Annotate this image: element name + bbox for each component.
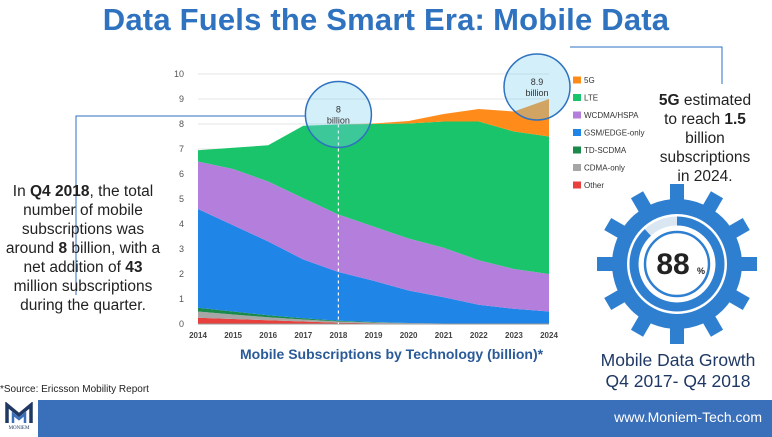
y-tick-label: 6	[179, 169, 184, 179]
5g-callout: 5G estimated to reach 1.5 billion subscr…	[658, 92, 752, 185]
area-other	[198, 317, 549, 324]
logo-mark-icon	[5, 402, 33, 423]
annotation-value: 8.9	[531, 77, 544, 87]
legend-swatch	[573, 129, 581, 136]
footer-bar	[0, 400, 772, 437]
area-cdma-only	[198, 311, 549, 324]
y-tick-label: 7	[179, 144, 184, 154]
legend-swatch	[573, 76, 581, 84]
x-tick-label: 2016	[259, 331, 277, 340]
x-tick-label: 2022	[470, 331, 488, 340]
gear-tooth	[670, 324, 684, 344]
annotation-unit: billion	[327, 116, 350, 126]
annotation-value: 8	[336, 105, 341, 115]
x-tick-label: 2015	[224, 331, 242, 340]
x-tick-label: 2020	[400, 331, 418, 340]
y-tick-label: 2	[179, 269, 184, 279]
x-tick-label: 2021	[435, 331, 453, 340]
legend-label: GSM/EDGE-only	[584, 129, 644, 138]
x-tick-label: 2017	[294, 331, 312, 340]
gauge-value: 88	[656, 248, 689, 281]
x-tick-label: 2024	[540, 331, 558, 340]
chart-caption: Mobile Subscriptions by Technology (bill…	[240, 346, 544, 362]
legend-swatch	[573, 146, 581, 154]
right-connector-line	[570, 46, 723, 84]
gear-tooth	[670, 184, 684, 204]
left-connector-line	[75, 115, 306, 295]
gauge-progress	[629, 216, 725, 312]
chart-areas	[198, 99, 549, 324]
website-link[interactable]: www.Moniem-Tech.com	[614, 409, 762, 425]
x-tick-label: 2019	[365, 331, 383, 340]
area-5g	[198, 99, 549, 151]
y-tick-label: 0	[179, 319, 184, 329]
x-tick-label: 2018	[330, 331, 348, 340]
legend-label: Other	[584, 181, 604, 190]
x-tick-label: 2014	[189, 331, 207, 340]
q4-2018-callout: In Q4 2018, the total number of mobile s…	[5, 183, 161, 314]
legend-swatch	[573, 181, 581, 189]
annotation-unit: billion	[525, 88, 548, 98]
x-tick-label: 2023	[505, 331, 523, 340]
gauge-center	[643, 230, 711, 298]
legend-label: 5G	[584, 76, 595, 85]
y-tick-label: 10	[174, 69, 184, 79]
source-note: *Source: Ericsson Mobility Report	[0, 384, 149, 395]
gauge-unit: %	[697, 266, 705, 276]
page-title: Data Fuels the Smart Era: Mobile Data	[102, 2, 670, 37]
chart-legend: 5G LTE WCDMA/HSPA GSM/EDGE-only TD-SCDMA CDMA…	[573, 76, 644, 190]
growth-label: Mobile Data Growth Q4 2017- Q4 2018	[600, 350, 756, 391]
highlight-circle	[503, 53, 571, 121]
area-gsm-edge-only	[198, 209, 549, 324]
area-td-scdma	[198, 307, 549, 324]
legend-label: TD-SCDMA	[584, 146, 627, 155]
y-tick-label: 8	[179, 119, 184, 129]
gear-tooth	[737, 257, 757, 271]
area-wcdma-hspa	[198, 161, 549, 312]
gear-tooth	[597, 257, 617, 271]
legend-label: LTE	[584, 94, 598, 103]
y-tick-label: 5	[179, 194, 184, 204]
legend-swatch	[573, 111, 581, 119]
area-lte	[198, 121, 549, 274]
chart-axes: 0 1 2 3 4 5 6 7 8 9 10 2014 2015 2016 2017 2018 2019 2020…	[174, 69, 558, 340]
logo-text: MONIEM	[8, 426, 30, 431]
legend-swatch	[573, 164, 581, 171]
y-tick-label: 3	[179, 244, 184, 254]
y-tick-label: 1	[179, 294, 184, 304]
highlight-circle	[304, 80, 373, 149]
legend-label: CDMA-only	[584, 164, 625, 173]
y-tick-label: 4	[179, 219, 184, 229]
y-tick-label: 9	[179, 94, 184, 104]
gauge-88: 88%	[597, 184, 757, 344]
legend-swatch	[573, 94, 581, 101]
legend-label: WCDMA/HSPA	[584, 111, 639, 120]
